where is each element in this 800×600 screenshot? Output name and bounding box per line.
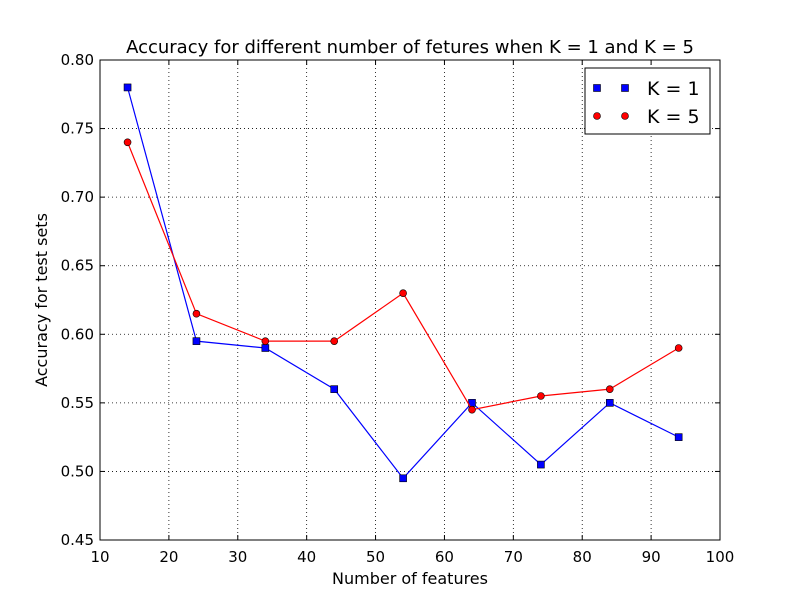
y-tick-label: 0.50	[61, 462, 94, 480]
y-tick-label: 0.45	[61, 531, 94, 549]
data-point	[399, 289, 407, 297]
x-tick-label: 10	[90, 548, 109, 566]
x-tick-label: 60	[435, 548, 454, 566]
data-point	[330, 385, 339, 393]
y-tick-label: 0.65	[61, 257, 94, 275]
y-tick-label: 0.55	[61, 394, 94, 412]
data-point	[674, 433, 683, 441]
data-point	[605, 385, 614, 393]
x-axis-title: Number of features	[332, 569, 488, 588]
data-point	[399, 474, 407, 483]
y-tick-label: 0.75	[61, 120, 94, 138]
y-axis-title: Accuracy for test sets	[32, 213, 51, 387]
x-tick-label: 40	[297, 548, 316, 566]
data-point	[123, 138, 132, 147]
y-tick-label: 0.60	[61, 325, 94, 343]
x-tick-label: 100	[706, 548, 735, 566]
data-point	[674, 344, 683, 352]
legend-item: K = 1	[593, 78, 700, 100]
legend-label: K = 5	[647, 106, 700, 128]
data-point	[192, 337, 201, 345]
legend-marker	[593, 112, 601, 120]
data-point	[468, 405, 476, 414]
x-tick-label: 90	[642, 548, 661, 566]
legend-marker	[621, 112, 629, 120]
data-point	[261, 337, 270, 345]
legend: K = 1 K = 5	[584, 67, 711, 135]
data-point	[192, 309, 201, 318]
legend-label: K = 1	[647, 78, 700, 100]
data-point	[261, 344, 270, 352]
data-point	[330, 337, 339, 345]
y-tick-label: 0.80	[61, 51, 94, 69]
axis-ticks: 10 20 30 40 50 60 70 80 90 100 0.45 0.50 0.55 0.60 0.6…	[61, 51, 735, 566]
series-2	[123, 138, 683, 414]
plot-series	[123, 83, 683, 483]
y-tick-label: 0.70	[61, 188, 94, 206]
data-point	[605, 399, 614, 407]
x-tick-label: 50	[366, 548, 385, 566]
data-point	[537, 392, 545, 400]
chart-title: Accuracy for different number of fetures…	[126, 37, 694, 58]
data-point	[537, 460, 545, 469]
legend-item: K = 5	[593, 106, 700, 128]
legend-marker	[593, 84, 601, 92]
data-point	[123, 83, 132, 92]
x-tick-label: 20	[159, 548, 178, 566]
x-tick-label: 30	[228, 548, 247, 566]
legend-marker	[621, 84, 629, 92]
legend-box	[584, 67, 711, 135]
x-tick-label: 70	[504, 548, 523, 566]
plot-area-frame	[99, 59, 721, 541]
x-tick-label: 80	[573, 548, 592, 566]
